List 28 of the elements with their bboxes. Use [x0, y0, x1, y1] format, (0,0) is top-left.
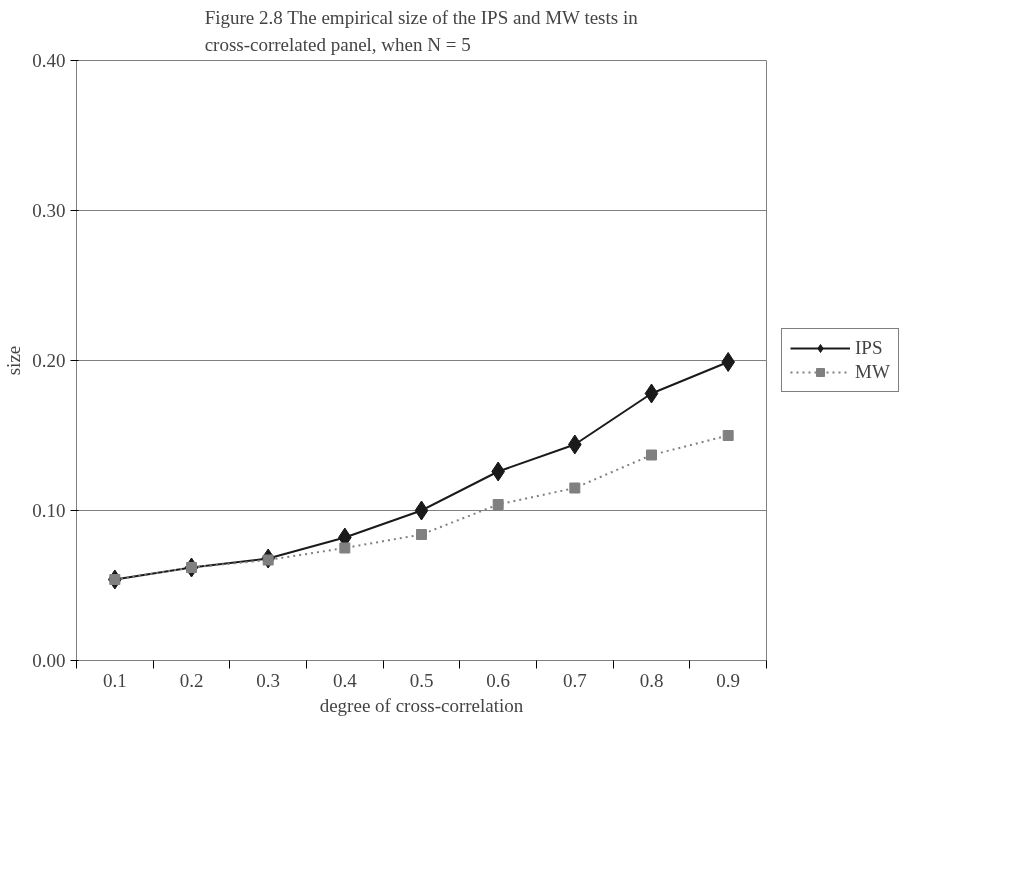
point	[646, 449, 657, 461]
chart-title: Figure 2.8 The empirical size of the IPS and MW tests in cross-correlated panel, when N = 5	[204, 7, 639, 56]
x-tick-label: 0.1	[102, 669, 127, 691]
y-tick-label: 0.00	[32, 650, 66, 671]
point	[722, 430, 734, 441]
x-tick-label: 0.6	[486, 669, 511, 691]
x-tick-label: 0.7	[562, 669, 587, 691]
y-axis-title: size	[3, 345, 25, 376]
x-tick-label: 0.8	[639, 669, 664, 691]
x-tick-label: 0.9	[716, 669, 741, 691]
x-tick-label: 0.2	[179, 669, 204, 691]
point	[569, 482, 581, 494]
y-tick-label: 0.10	[32, 500, 66, 521]
x-tick-label: 0.5	[409, 669, 434, 691]
x-axis-title: degree of cross-correlation	[319, 694, 524, 716]
point	[721, 352, 735, 372]
point	[492, 499, 504, 510]
y-tick-label: 0.20	[32, 350, 66, 371]
x-tick-label: 0.3	[256, 669, 281, 691]
point	[416, 529, 427, 540]
legend-label: MW	[855, 361, 890, 383]
y-tick-label: 0.30	[32, 200, 66, 221]
legend-label: IPS	[855, 337, 883, 359]
y-tick-label: 0.40	[32, 50, 66, 71]
point	[644, 383, 659, 404]
x-tick-label: 0.4	[332, 669, 358, 691]
point	[339, 542, 351, 554]
point	[414, 500, 429, 521]
